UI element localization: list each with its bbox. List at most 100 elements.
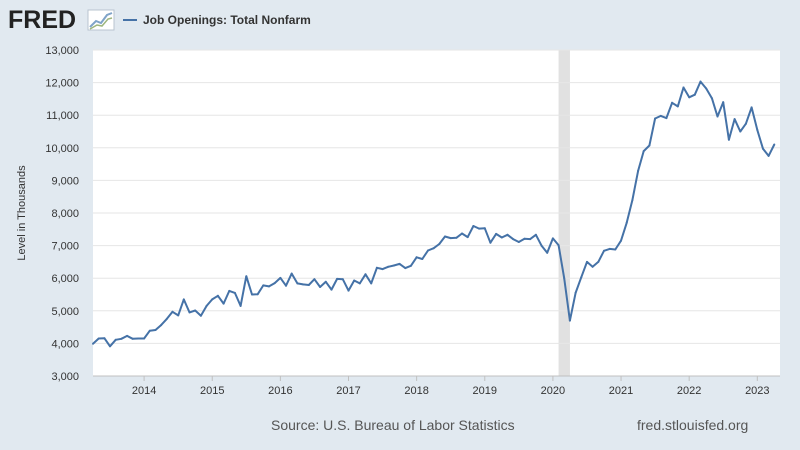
data-point[interactable] — [648, 144, 651, 147]
data-point[interactable] — [671, 101, 674, 104]
data-point[interactable] — [500, 236, 503, 239]
data-point[interactable] — [245, 275, 248, 278]
data-point[interactable] — [733, 118, 736, 121]
data-point[interactable] — [478, 227, 481, 230]
data-point[interactable] — [154, 329, 157, 331]
data-point[interactable] — [233, 291, 236, 294]
data-point[interactable] — [319, 286, 322, 288]
data-point[interactable] — [171, 310, 174, 313]
data-point[interactable] — [239, 304, 242, 307]
data-point[interactable] — [483, 227, 486, 230]
data-point[interactable] — [631, 199, 634, 201]
data-point[interactable] — [438, 243, 441, 245]
data-point[interactable] — [143, 337, 146, 340]
data-point[interactable] — [710, 97, 713, 100]
data-point[interactable] — [597, 260, 600, 263]
data-point[interactable] — [398, 262, 401, 265]
fred-url[interactable]: fred.stlouisfed.org — [637, 417, 748, 433]
data-point[interactable] — [716, 115, 719, 118]
data-point[interactable] — [427, 249, 429, 252]
data-point[interactable] — [148, 329, 151, 332]
data-point[interactable] — [461, 232, 463, 235]
data-point[interactable] — [92, 342, 94, 345]
data-point[interactable] — [591, 265, 594, 268]
data-point[interactable] — [268, 285, 270, 288]
data-point[interactable] — [216, 294, 219, 297]
data-point[interactable] — [705, 87, 708, 90]
data-point[interactable] — [421, 258, 424, 260]
data-point[interactable] — [444, 235, 446, 238]
data-point[interactable] — [466, 236, 469, 239]
data-point[interactable] — [580, 276, 583, 279]
data-point[interactable] — [387, 265, 390, 268]
data-point[interactable] — [586, 260, 588, 263]
data-point[interactable] — [574, 291, 577, 294]
data-point[interactable] — [199, 314, 202, 317]
data-point[interactable] — [546, 251, 549, 254]
data-point[interactable] — [676, 105, 679, 108]
data-point[interactable] — [625, 221, 628, 224]
data-point[interactable] — [302, 283, 305, 286]
data-point[interactable] — [693, 93, 696, 96]
data-point[interactable] — [120, 337, 123, 340]
data-point[interactable] — [472, 225, 475, 227]
data-point[interactable] — [375, 266, 378, 269]
data-point[interactable] — [523, 237, 526, 240]
data-point[interactable] — [722, 101, 725, 104]
data-point[interactable] — [665, 117, 668, 120]
data-point[interactable] — [324, 280, 327, 283]
data-point[interactable] — [699, 80, 702, 83]
data-point[interactable] — [307, 284, 310, 286]
data-point[interactable] — [358, 282, 361, 285]
data-point[interactable] — [620, 239, 622, 242]
data-point[interactable] — [103, 337, 106, 340]
data-point[interactable] — [114, 338, 117, 341]
data-point[interactable] — [682, 86, 685, 89]
data-point[interactable] — [109, 345, 111, 348]
data-point[interactable] — [404, 267, 407, 270]
data-point[interactable] — [773, 143, 776, 146]
data-point[interactable] — [222, 302, 225, 305]
data-point[interactable] — [654, 117, 657, 120]
data-point[interactable] — [517, 241, 520, 243]
data-point[interactable] — [495, 232, 498, 235]
data-point[interactable] — [285, 284, 287, 287]
data-point[interactable] — [194, 309, 197, 312]
data-point[interactable] — [381, 268, 384, 271]
data-point[interactable] — [205, 304, 208, 307]
data-point[interactable] — [211, 298, 214, 301]
fred-logo-text[interactable]: FRED — [8, 6, 76, 34]
data-point[interactable] — [262, 284, 265, 287]
data-point[interactable] — [529, 238, 532, 241]
data-point[interactable] — [177, 314, 180, 317]
data-point[interactable] — [131, 337, 134, 340]
data-point[interactable] — [409, 264, 412, 267]
data-point[interactable] — [188, 311, 191, 314]
data-point[interactable] — [336, 277, 339, 280]
data-point[interactable] — [614, 248, 617, 251]
data-point[interactable] — [659, 114, 662, 117]
data-point[interactable] — [392, 264, 395, 267]
data-point[interactable] — [330, 288, 333, 291]
data-point[interactable] — [273, 282, 276, 285]
data-point[interactable] — [256, 293, 259, 296]
data-point[interactable] — [739, 130, 742, 133]
data-point[interactable] — [642, 150, 645, 153]
data-point[interactable] — [608, 247, 611, 250]
data-point[interactable] — [727, 138, 730, 141]
data-point[interactable] — [455, 236, 458, 239]
data-point[interactable] — [279, 276, 282, 279]
data-point[interactable] — [341, 278, 344, 281]
data-point[interactable] — [767, 154, 770, 157]
data-point[interactable] — [557, 244, 560, 247]
data-point[interactable] — [165, 317, 168, 320]
data-point[interactable] — [563, 277, 566, 280]
data-point[interactable] — [512, 238, 515, 241]
data-point[interactable] — [756, 128, 759, 131]
data-point[interactable] — [551, 237, 554, 240]
data-point[interactable] — [432, 247, 435, 250]
data-point[interactable] — [603, 249, 605, 252]
data-point[interactable] — [568, 319, 571, 322]
data-point[interactable] — [97, 337, 100, 340]
data-point[interactable] — [364, 273, 367, 276]
